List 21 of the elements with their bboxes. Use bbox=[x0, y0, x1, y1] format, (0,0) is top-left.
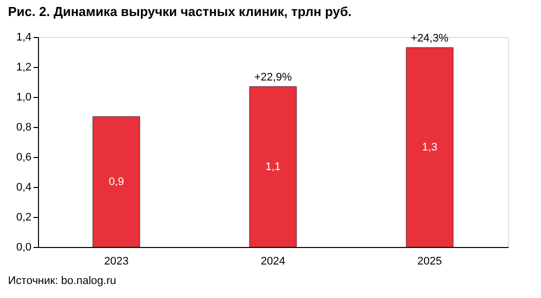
y-tick-label: 0,4 bbox=[16, 182, 32, 194]
bar bbox=[92, 116, 140, 248]
x-tick-label: 2025 bbox=[417, 256, 442, 268]
text: Источник: bo.nalog.ru bbox=[8, 275, 116, 287]
bar bbox=[406, 47, 454, 248]
y-tick-label: 1,0 bbox=[16, 92, 32, 104]
annotation: +24,3% bbox=[410, 32, 449, 44]
x-tick-label: 2024 bbox=[260, 256, 286, 268]
data-label: 1,3 bbox=[422, 141, 438, 154]
y-tick-label: 0,8 bbox=[16, 122, 32, 134]
bar bbox=[249, 86, 297, 248]
annotation: +22,9% bbox=[254, 72, 292, 84]
y-tick-label: 1,4 bbox=[16, 32, 32, 44]
x-tick-label: 2023 bbox=[104, 256, 129, 268]
y-tick-label: 0,2 bbox=[16, 212, 32, 224]
y-tick-label: 0,0 bbox=[16, 242, 32, 254]
y-tick-label: 1,2 bbox=[16, 62, 32, 74]
data-label: 0,9 bbox=[108, 176, 124, 188]
data-label: 1,1 bbox=[265, 160, 281, 173]
chart-title: Рис. 2. Динамика выручки частных клиник, трлн руб. bbox=[8, 4, 352, 19]
y-tick-label: 0,6 bbox=[16, 152, 32, 164]
